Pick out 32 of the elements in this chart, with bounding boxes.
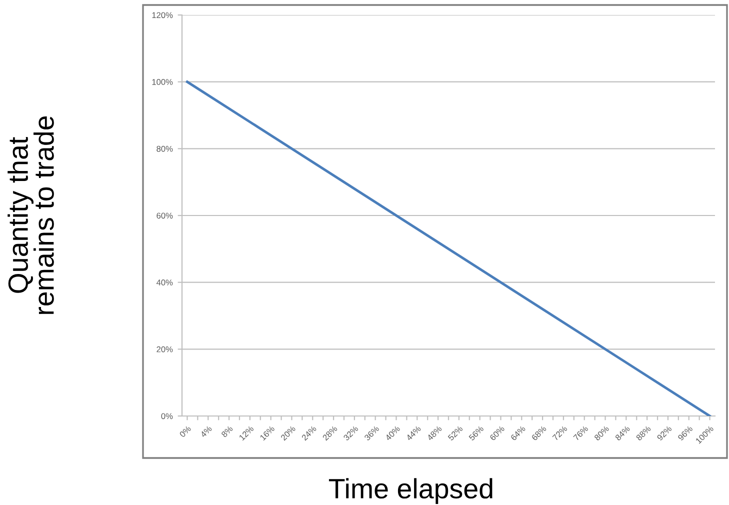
x-tick-label: 84% (614, 425, 630, 441)
y-tick-label: 120% (152, 12, 173, 18)
x-tick-label: 60% (489, 425, 505, 441)
x-tick-label: 4% (200, 425, 212, 438)
y-tick-label: 80% (156, 146, 173, 152)
x-tick-label: 52% (448, 425, 464, 441)
x-tick-label: 68% (531, 425, 547, 441)
x-tick-label: 80% (594, 425, 610, 441)
x-tick-label: 20% (280, 425, 296, 441)
x-tick-label: 72% (552, 425, 568, 441)
x-tick-label: 48% (426, 425, 442, 442)
x-tick-label: 76% (573, 425, 588, 441)
y-tick-label: 100% (152, 79, 173, 85)
x-tick-label: 44% (406, 425, 422, 441)
x-tick-label: 32% (343, 425, 359, 441)
x-tick-label: 96% (678, 425, 693, 441)
x-tick-label: 64% (510, 425, 526, 441)
x-tick-label: 88% (636, 425, 652, 441)
y-tick-label: 20% (156, 346, 173, 352)
x-tick-label: 92% (656, 425, 672, 441)
x-tick-label: 8% (220, 425, 234, 438)
y-tick-label: 60% (156, 212, 173, 219)
y-tick-label: 40% (156, 280, 173, 286)
x-tick-label: 40% (384, 425, 400, 442)
y-axis-title: Quantity that remains to trade (8, 116, 54, 314)
x-tick-label: 0% (179, 425, 192, 438)
x-tick-label: 56% (468, 425, 484, 441)
x-tick-label: 36% (364, 425, 380, 441)
x-axis-title: Time elapsed (328, 478, 492, 504)
y-tick-label: 0% (161, 413, 173, 420)
x-tick-label: 16% (260, 425, 275, 441)
x-tick-label: 12% (238, 425, 254, 441)
